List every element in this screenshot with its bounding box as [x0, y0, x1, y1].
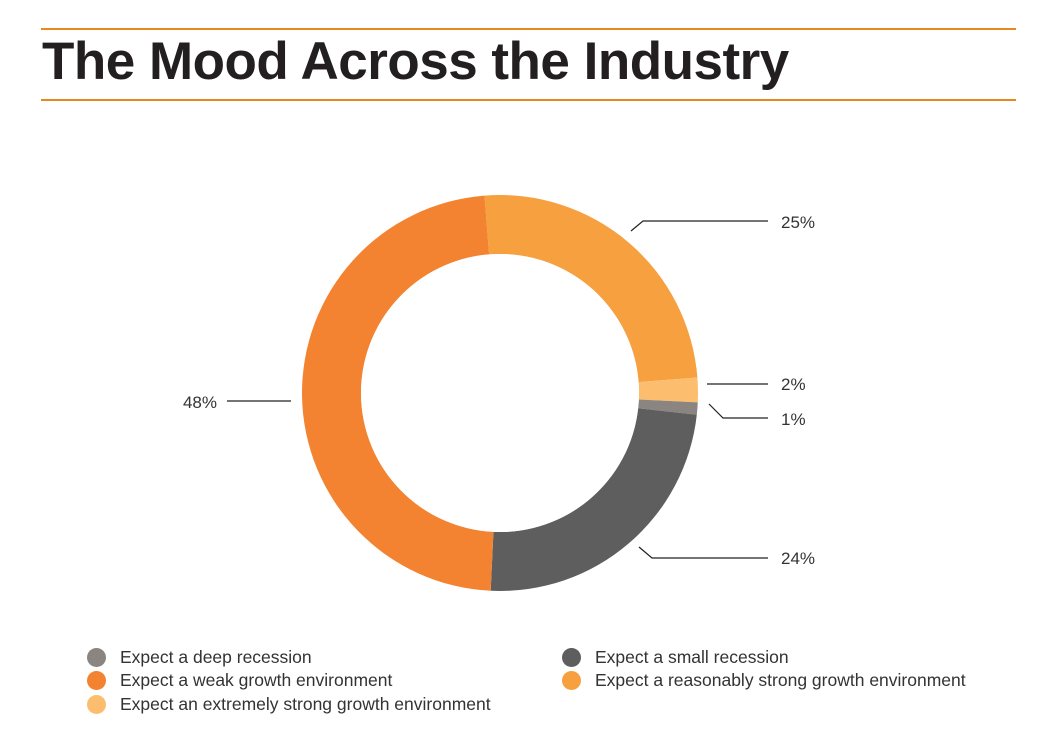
donut-slice-expect-a-deep-recession [638, 399, 698, 415]
data-label-expect-a-reasonably-strong-growth-environment: 25% [781, 213, 815, 232]
page-title: The Mood Across the Industry [42, 32, 789, 91]
title-bottom-rule [41, 99, 1016, 101]
legend-item: Expect a small recession [562, 647, 789, 668]
legend-item: Expect a weak growth environment [87, 670, 392, 691]
legend-label: Expect a weak growth environment [120, 670, 393, 690]
data-label-expect-a-weak-growth-environment: 48% [183, 393, 217, 412]
donut-slice-expect-an-extremely-strong-growth-environment [638, 377, 698, 403]
legend-swatch [87, 671, 106, 690]
leader-line-expect-a-reasonably-strong-growth-environment [630, 220, 768, 232]
legend-swatch [87, 648, 106, 667]
donut-slice-expect-a-reasonably-strong-growth-environment [484, 195, 698, 383]
data-label-expect-a-small-recession: 24% [781, 549, 815, 568]
legend-item: Expect a reasonably strong growth enviro… [562, 670, 966, 691]
donut-slice-expect-a-weak-growth-environment [301, 195, 494, 591]
legend-swatch [87, 695, 106, 714]
leader-line-expect-a-deep-recession [708, 403, 768, 419]
legend-label: Expect a small recession [595, 647, 789, 667]
legend-label: Expect an extremely strong growth enviro… [120, 694, 491, 714]
donut-slice-expect-a-small-recession [490, 408, 697, 591]
legend-label: Expect a deep recession [120, 647, 312, 667]
data-label-expect-a-deep-recession: 1% [781, 410, 806, 429]
legend-item: Expect an extremely strong growth enviro… [87, 694, 491, 715]
title-top-rule [41, 28, 1016, 30]
leader-line-expect-a-small-recession [638, 546, 768, 559]
legend-label: Expect a reasonably strong growth enviro… [595, 670, 966, 690]
legend-swatch [562, 671, 581, 690]
data-label-expect-an-extremely-strong-growth-environment: 2% [781, 375, 806, 394]
donut-hole [361, 254, 639, 532]
legend-item: Expect a deep recession [87, 647, 312, 668]
legend-swatch [562, 648, 581, 667]
